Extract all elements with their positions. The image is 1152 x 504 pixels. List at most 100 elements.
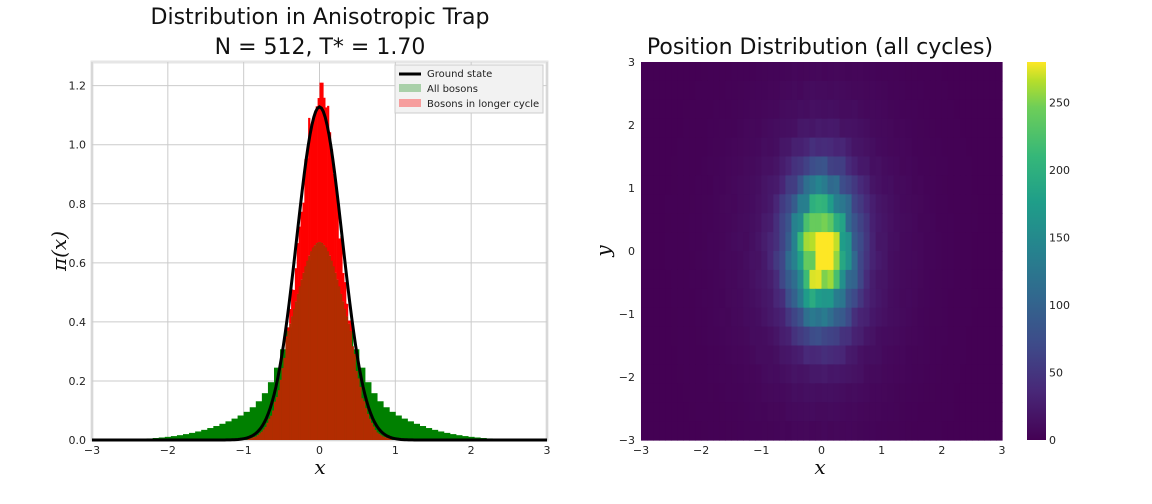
heatmap-cell [647,137,654,158]
heatmap-cell [965,251,973,271]
heatmap-cell [983,175,991,195]
heatmap-cell [749,345,756,365]
heatmap-cell [941,345,949,365]
heatmap-cell [719,269,726,290]
heatmap-cell [797,175,805,195]
heatmap-cell [683,99,690,120]
heatmap-cell [971,364,979,384]
heatmap-cell [815,194,823,214]
heatmap-cell [881,232,889,252]
heatmap-cell [905,62,913,82]
heatmap-cell [707,326,714,347]
heatmap-cell [851,288,859,309]
heatmap-cell [809,232,817,252]
heatmap-cell [737,62,744,82]
heatmap-cell [995,326,1003,347]
heatmap-cell [959,383,967,403]
heatmap-cell [827,364,835,384]
heatmap-cell [665,421,672,441]
heatmap-cell [977,80,985,101]
heatmap-cell [833,99,841,120]
heatmap-cell [833,269,841,290]
heatmap-cell [641,137,648,158]
heatmap-cell [653,175,660,195]
heatmap-cell [959,175,967,195]
heatmap-cell [917,269,925,290]
heatmap-cell [743,345,750,365]
heatmap-cell [791,364,799,384]
heatmap-cell [803,137,811,158]
heatmap-cell [761,137,768,158]
heatmap-cell [779,175,786,195]
heatmap-cell [803,326,811,347]
heatmap-cell [809,80,817,101]
heatmap-cell [701,99,708,120]
heatmap-cell [959,62,967,82]
heatmap-cell [731,251,738,271]
heatmap-cell [941,213,949,233]
heatmap-cell [977,345,985,365]
heatmap-cell [941,402,949,422]
heatmap-cell [977,307,985,328]
all-bosons-bar [468,436,475,440]
all-bosons-bar [401,418,408,440]
heatmap-cell [923,175,931,195]
overlap-bar [385,437,389,440]
heatmap-cell [677,345,684,365]
heatmap-cell [785,156,793,176]
heatmap-cell [809,251,817,271]
heatmap-cell [785,213,793,233]
heatmap-cell [755,345,762,365]
heatmap-cell [815,345,823,365]
heatmap-cell [803,251,811,271]
heatmap-cell [893,175,901,195]
heatmap-cell [989,345,997,365]
heatmap-cell [869,232,877,252]
heatmap-cell [713,402,720,422]
heatmap-cell [791,175,799,195]
heatmap-cell [821,156,829,176]
heatmap-cell [953,175,961,195]
heatmap-cell [641,307,648,328]
heatmap-cell [755,383,762,403]
overlap-bar [304,266,307,440]
all-bosons-bar [395,415,402,440]
heatmap-cell [707,364,714,384]
heatmap-cell [863,269,871,290]
heatmap-cell [695,307,702,328]
histogram-chart: Distribution in Anisotropic Trap N = 512… [47,5,551,479]
heatmap-cell [773,118,780,139]
heatmap-cell [743,80,750,101]
heatmap-cell [881,213,889,233]
heatmap-cell [683,326,690,347]
heatmap-xtick-label: −1 [753,444,769,457]
heatmap-cell [677,99,684,120]
heatmap-cell [773,156,780,176]
heatmap-cell [911,62,919,82]
heatmap-cell [737,80,744,101]
heatmap-cell [779,421,786,441]
heatmap-cell [869,137,877,158]
heatmap-cell [971,421,979,441]
heatmap-cell [905,269,913,290]
heatmap-cell [707,232,714,252]
heatmap-cell [839,156,847,176]
heatmap-cell [713,156,720,176]
heatmap-cell [731,175,738,195]
histogram-ytick-label: 1.2 [69,80,87,93]
heatmap-cell [959,99,967,120]
heatmap-cell [659,269,666,290]
overlap-bar [311,247,315,440]
heatmap-cell [713,251,720,271]
heatmap-cell [887,421,895,441]
overlap-bar [363,401,366,440]
colorbar-gradient [1027,62,1046,440]
heatmap-cell [647,402,654,422]
heatmap-cell [749,269,756,290]
heatmap-cell [659,62,666,82]
heatmap-cell [863,156,871,176]
heatmap-cell [677,62,684,82]
heatmap-cell [857,213,865,233]
heatmap-cell [989,269,997,290]
heatmap-cell [899,213,907,233]
